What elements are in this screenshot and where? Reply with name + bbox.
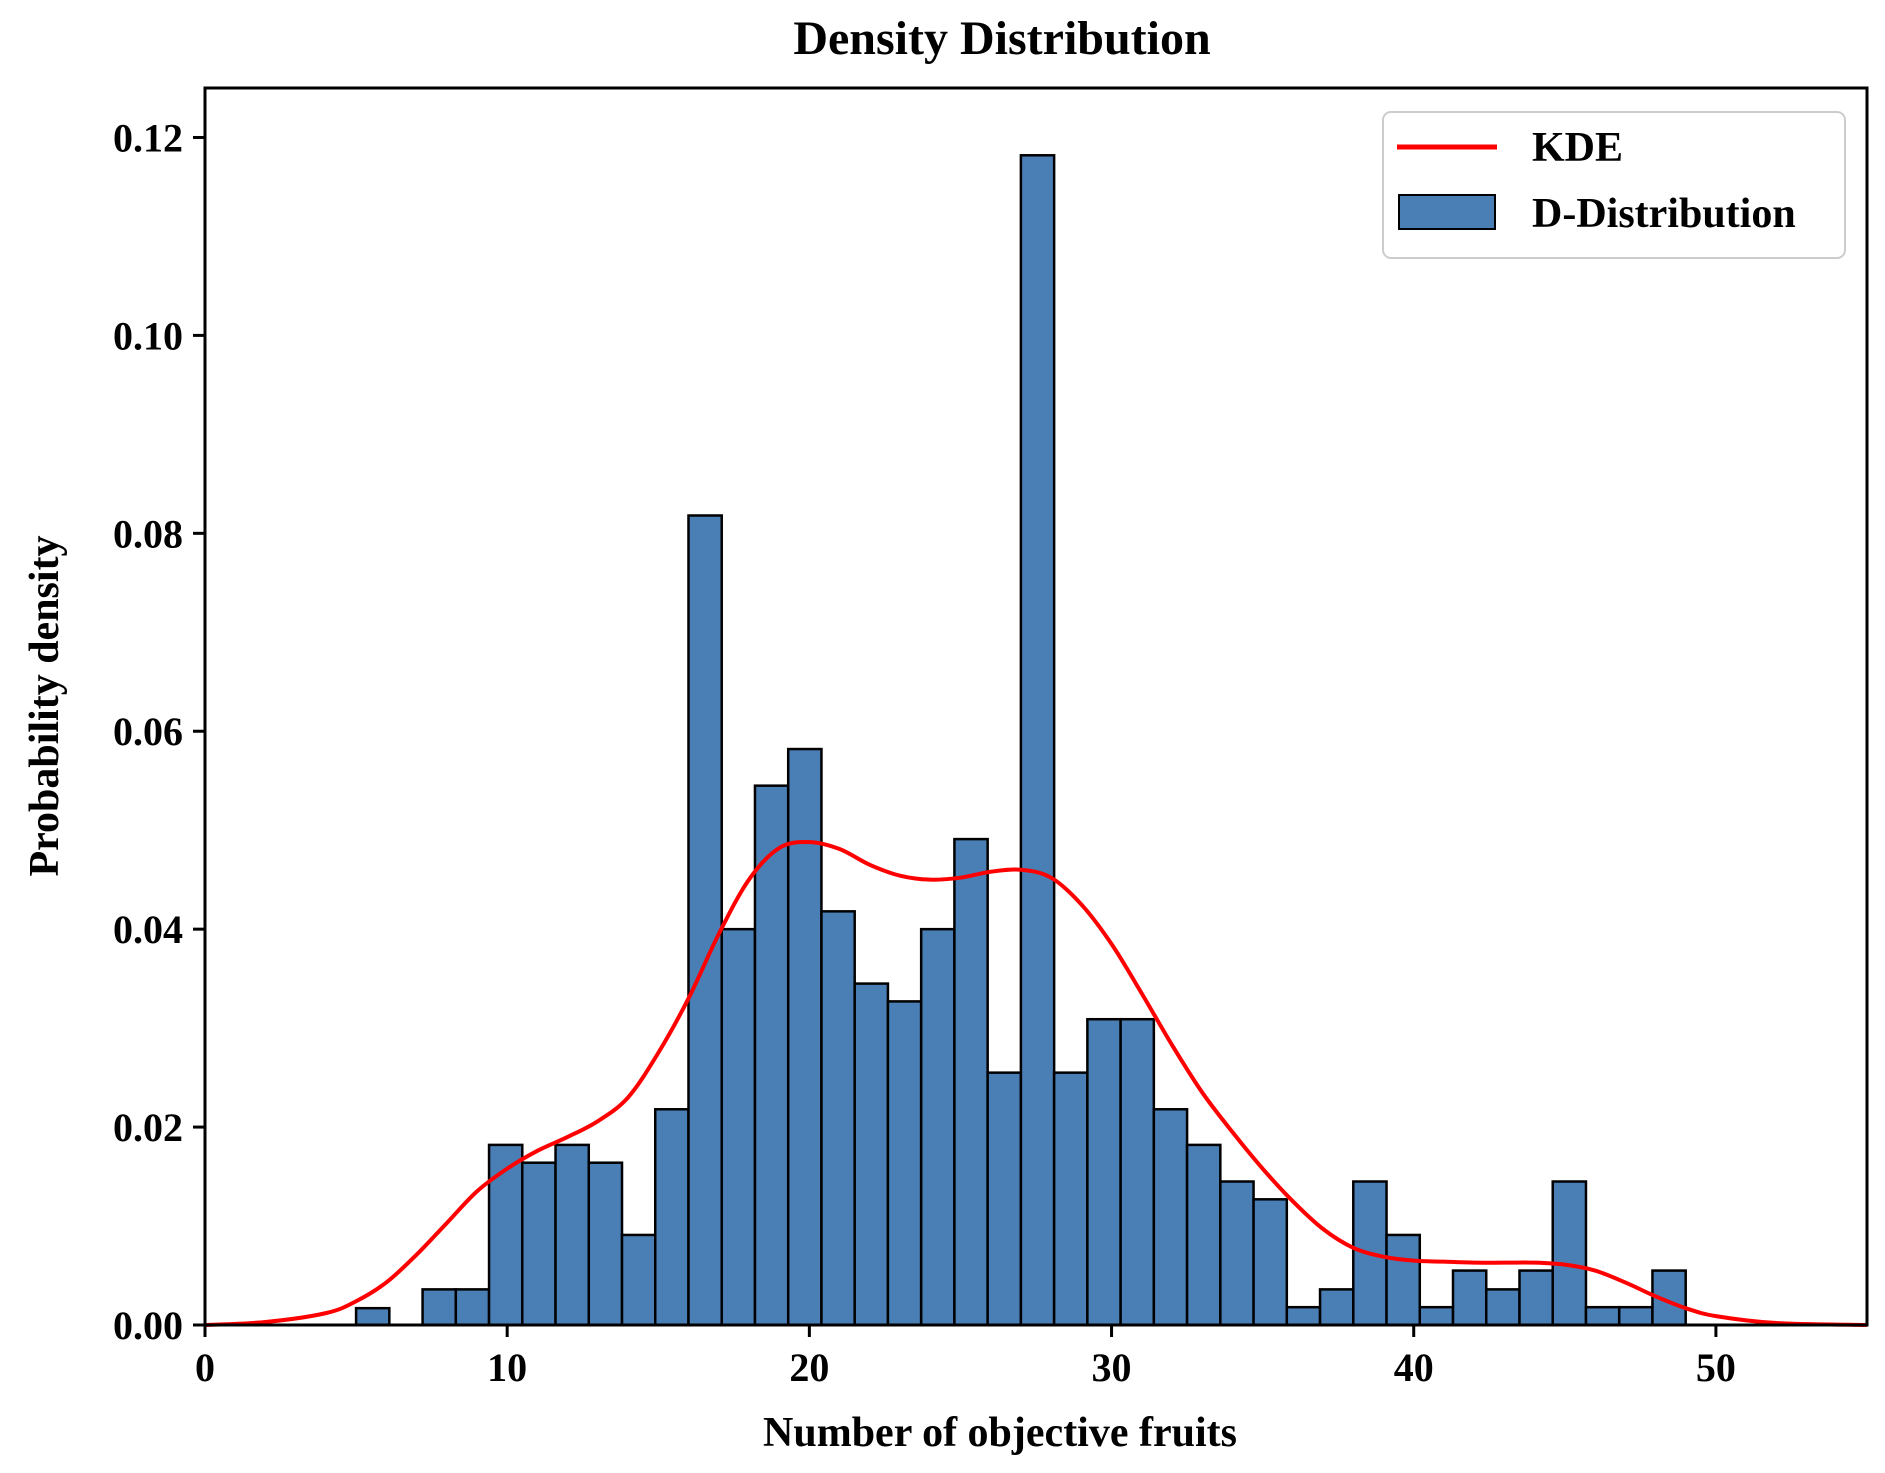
histogram-bar — [1019, 154, 1056, 1327]
histogram-bar — [1285, 1305, 1322, 1327]
histogram-bar — [820, 910, 856, 1327]
histogram-bar — [654, 1108, 690, 1327]
histogram-bar — [1318, 1288, 1355, 1327]
histogram-bar — [1119, 1017, 1156, 1327]
histogram-bar — [1086, 1017, 1122, 1327]
histogram-bar — [1185, 1143, 1222, 1327]
x-axis-label: Number of objective fruits — [763, 1410, 1237, 1456]
histogram-bar — [587, 1161, 624, 1327]
x-tick-label: 30 — [1092, 1345, 1132, 1390]
histogram-bar — [786, 747, 823, 1327]
histogram-bar — [1584, 1305, 1621, 1327]
histogram-bar — [554, 1143, 591, 1327]
x-tick-label: 50 — [1696, 1345, 1736, 1390]
y-tick-label: 0.12 — [113, 115, 183, 160]
histogram-bar — [354, 1306, 391, 1327]
y-tick-label: 0.06 — [113, 709, 183, 754]
x-tick-label: 0 — [195, 1345, 215, 1390]
x-axis-ticks: 0 10 20 30 40 50 — [195, 1325, 1736, 1390]
histogram-bar — [1551, 1180, 1588, 1327]
y-tick-label: 0.10 — [113, 313, 183, 358]
legend: KDE D-Distribution — [1382, 111, 1846, 259]
x-tick-label: 10 — [487, 1345, 527, 1390]
histogram-bar — [1617, 1305, 1654, 1327]
histogram-bar — [853, 982, 890, 1327]
y-tick-label: 0.08 — [113, 511, 183, 556]
histogram-bar — [1518, 1269, 1554, 1327]
histogram-bar — [687, 514, 723, 1327]
y-tick-label: 0.02 — [113, 1105, 183, 1150]
histogram-bar — [1485, 1288, 1521, 1327]
x-tick-label: 40 — [1394, 1345, 1434, 1390]
legend-histogram-swatch — [1398, 194, 1496, 230]
histogram-bar — [620, 1233, 657, 1327]
y-axis-label: Probability density — [22, 535, 68, 876]
histogram-bar — [886, 1000, 923, 1327]
y-tick-label: 0.04 — [113, 907, 183, 952]
histogram-bar — [1252, 1198, 1289, 1327]
histogram-bar — [1052, 1071, 1089, 1327]
histogram-bar — [454, 1288, 491, 1327]
histogram-bars — [354, 154, 1687, 1327]
legend-kde-label: KDE — [1532, 125, 1623, 171]
histogram-bar — [521, 1161, 557, 1327]
histogram-bar — [953, 837, 989, 1327]
kde-line — [204, 840, 1868, 1327]
histogram-bar — [1219, 1180, 1255, 1327]
chart-title: Density Distribution — [793, 12, 1210, 65]
histogram-bar — [720, 927, 757, 1327]
histogram-bar — [421, 1288, 458, 1327]
x-tick-label: 20 — [789, 1345, 829, 1390]
legend-histogram-label: D-Distribution — [1532, 191, 1796, 237]
legend-box — [1382, 111, 1846, 259]
histogram-bar — [1385, 1233, 1422, 1327]
histogram-bar — [1418, 1305, 1455, 1327]
histogram-bar — [986, 1071, 1023, 1327]
histogram-bar — [1152, 1108, 1189, 1327]
histogram-bar — [1451, 1269, 1488, 1327]
y-axis-ticks: 0.00 0.02 0.04 0.06 0.08 0.10 0.12 — [113, 115, 205, 1348]
plot-frame — [203, 86, 1869, 1327]
histogram-bar — [919, 927, 956, 1327]
y-tick-label: 0.00 — [113, 1303, 183, 1348]
